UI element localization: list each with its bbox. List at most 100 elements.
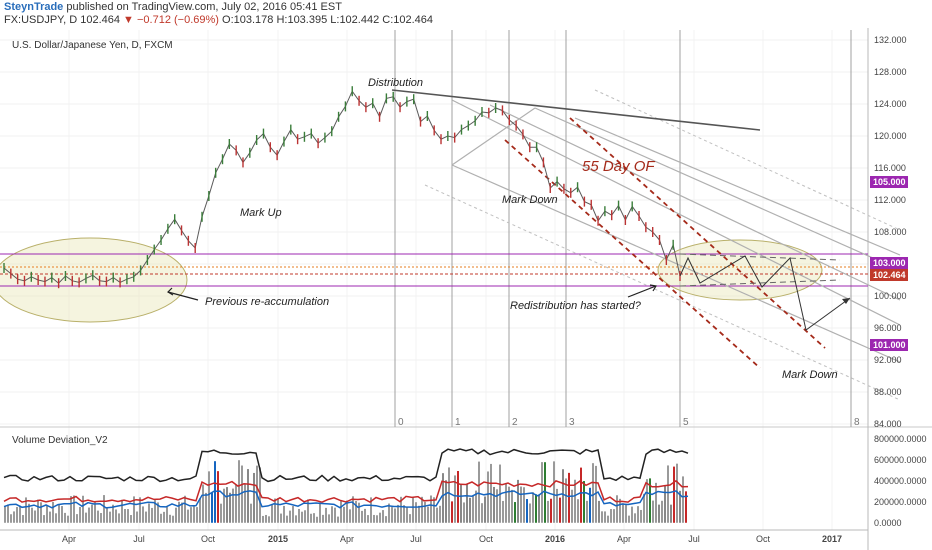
volume-bar (202, 484, 204, 523)
publish-line: SteynTrade published on TradingView.com,… (4, 1, 342, 13)
volume-bar (391, 507, 393, 523)
volume-tick: 400000.0000 (874, 476, 927, 486)
volume-bar (661, 500, 663, 523)
volume-bar (235, 484, 237, 523)
volume-bar (367, 515, 369, 523)
chart-canvas[interactable]: 0 1 2 3 5 8 Distribution (0, 28, 932, 550)
volume-bar (676, 463, 678, 523)
volume-bar (220, 503, 222, 523)
volume-bar (589, 487, 591, 523)
volume-bar (673, 466, 675, 523)
volume-bar (619, 498, 621, 523)
volume-bar (112, 504, 114, 523)
redistribution-ellipse[interactable] (657, 239, 823, 301)
volume-bar (238, 460, 240, 523)
re-accumulation-label: Previous re-accumulation (205, 296, 329, 308)
volume-bar (136, 511, 138, 523)
time-tick: Oct (479, 534, 494, 544)
price-change: −0.712 (−0.69%) (137, 14, 219, 26)
volume-bar (346, 500, 348, 523)
outer-dotted-channels (424, 89, 901, 401)
volume-bar (121, 499, 123, 523)
volume-bar (484, 496, 486, 523)
wave-label: 0 (398, 417, 404, 428)
volume-bar (109, 511, 111, 523)
volume-bar (493, 486, 495, 523)
distribution-trendline[interactable] (391, 89, 761, 131)
volume-bar (13, 511, 15, 523)
volume-bar (307, 499, 309, 523)
author-link[interactable]: SteynTrade (4, 1, 64, 13)
price-tag-last: 102.464 (873, 270, 906, 280)
volume-bar (496, 489, 498, 523)
volume-bar (403, 505, 405, 523)
volume-bar (10, 514, 12, 523)
volume-bar (88, 507, 90, 523)
volume-bar (472, 495, 474, 523)
volume-bar (214, 461, 216, 523)
volume-bar (217, 471, 219, 523)
price-axis[interactable]: 84.00088.00092.00096.000100.000104.00010… (874, 35, 907, 429)
volume-bar (559, 497, 561, 523)
volume-bar (469, 497, 471, 523)
candle-ticks (3, 86, 681, 289)
price-tick: 132.000 (874, 35, 907, 45)
volume-bar (466, 483, 468, 523)
price-tick: 124.000 (874, 99, 907, 109)
volume-bar (478, 461, 480, 523)
volume-bar (394, 508, 396, 523)
volume-title: Volume Deviation_V2 (12, 435, 108, 446)
volume-bar (598, 500, 600, 523)
volume-bar (133, 496, 135, 523)
volume-bar (370, 497, 372, 523)
ohlc-line: FX:USDJPY, D 102.464 ▼ −0.712 (−0.69%) O… (4, 14, 433, 26)
volume-bar (406, 507, 408, 523)
volume-bar (373, 514, 375, 523)
volume-bar (613, 509, 615, 523)
volume-bar (265, 514, 267, 523)
pitchfork-channels[interactable] (451, 99, 901, 363)
volume-bar (154, 500, 156, 523)
volume-bar (439, 505, 441, 523)
volume-bar (298, 508, 300, 523)
volume-bar (175, 507, 177, 523)
time-axis[interactable]: Apr Jul Oct 2015 Apr Jul Oct 2016 Apr Jul Oct 2017 (62, 534, 842, 544)
volume-bar (25, 497, 27, 523)
volume-bar (607, 515, 609, 523)
volume-bar (571, 489, 573, 523)
volume-bar (547, 500, 549, 523)
projected-path[interactable] (679, 255, 851, 331)
accumulation-ellipse[interactable] (0, 237, 188, 323)
volume-bar (61, 506, 63, 523)
volume-bar (142, 506, 144, 523)
volume-bar (649, 478, 651, 523)
volume-bar (226, 487, 228, 523)
volume-bar (322, 514, 324, 523)
volume-bar (385, 516, 387, 523)
volume-bar (241, 465, 243, 523)
time-tick: Apr (62, 534, 76, 544)
volume-bar (421, 496, 423, 523)
volume-bar (616, 495, 618, 523)
volume-bar (280, 513, 282, 523)
volume-bar (271, 504, 273, 523)
chart-header: SteynTrade published on TradingView.com,… (0, 0, 932, 28)
volume-bar (565, 478, 567, 523)
volume-bar (643, 493, 645, 523)
volume-bar (562, 469, 564, 523)
volume-bar (223, 488, 225, 523)
volume-bar (460, 484, 462, 523)
volume-bar (94, 501, 96, 523)
price-series[interactable] (3, 90, 681, 284)
time-tick: Oct (756, 534, 771, 544)
volume-bar (418, 505, 420, 523)
volume-bar (580, 467, 582, 523)
volume-axis[interactable]: 0.0000 200000.0000 400000.0000 600000.0000 8… (874, 434, 927, 528)
time-tick: Apr (617, 534, 631, 544)
volume-bar (355, 500, 357, 523)
volume-bar (655, 482, 657, 523)
volume-bar (268, 516, 270, 523)
volume-bar (586, 500, 588, 523)
volume-bar (352, 496, 354, 523)
price-tick: 100.000 (874, 291, 907, 301)
